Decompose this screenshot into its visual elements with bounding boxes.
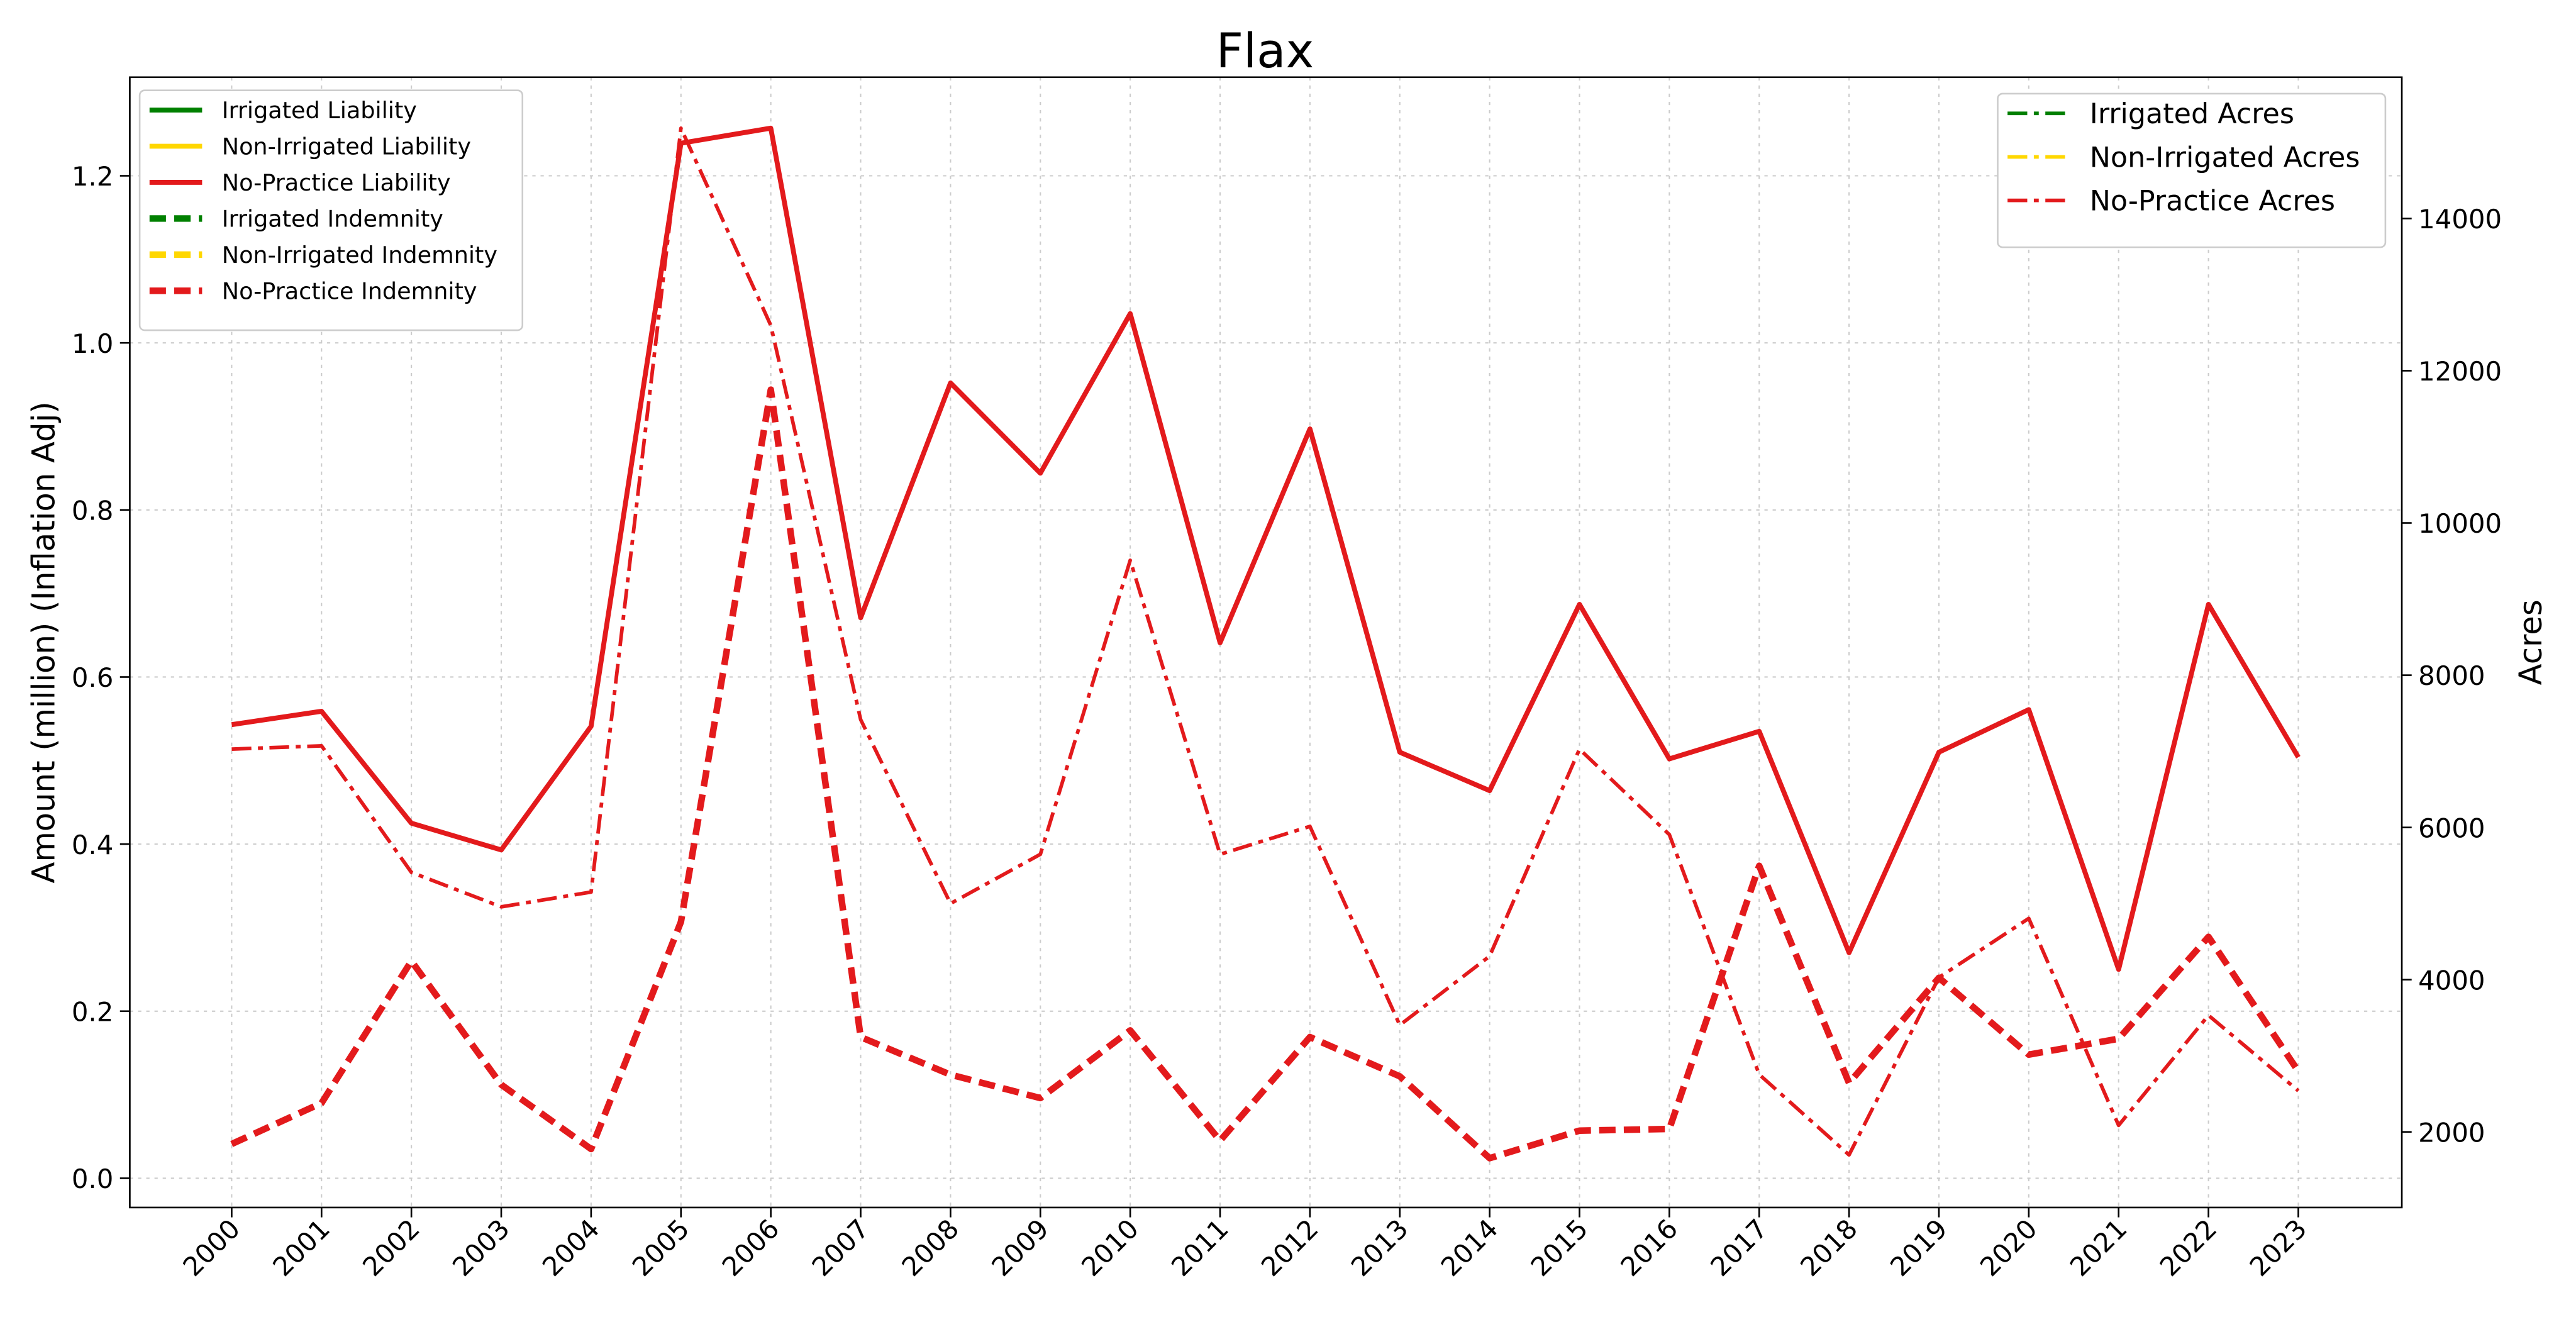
legend-label: Non-Irrigated Acres — [2090, 142, 2360, 174]
x-tick-label: 2013 — [1345, 1213, 1414, 1282]
x-tick-label: 2017 — [1704, 1213, 1774, 1282]
y-tick-label: 1.2 — [72, 161, 113, 192]
x-tick-label: 2009 — [985, 1213, 1055, 1282]
y-tick-label: 0.0 — [72, 1164, 113, 1194]
legend-label: Irrigated Acres — [2090, 98, 2294, 130]
legend-label: Non-Irrigated Indemnity — [222, 242, 497, 269]
legend-box — [1997, 92, 2387, 248]
legend-label: Non-Irrigated Liability — [222, 133, 471, 160]
y2-axis-label: Acres — [2512, 599, 2549, 685]
x-tick-label: 2007 — [806, 1213, 875, 1282]
x-tick-label: 2011 — [1165, 1213, 1235, 1282]
x-tick-label: 2022 — [2154, 1213, 2223, 1282]
legend-box — [138, 89, 524, 331]
legend-label: No-Practice Indemnity — [222, 278, 477, 305]
y2-tick-label: 2000 — [2418, 1117, 2485, 1148]
legend-label: Irrigated Liability — [222, 97, 417, 124]
x-tick-label: 2000 — [177, 1213, 246, 1282]
x-tick-label: 2019 — [1884, 1213, 1953, 1282]
y2-tick-label: 10000 — [2418, 508, 2502, 539]
x-tick-label: 2014 — [1435, 1213, 1504, 1282]
x-tick-label: 2003 — [447, 1213, 516, 1282]
x-tick-label: 2004 — [536, 1213, 606, 1282]
x-tick-label: 2021 — [2064, 1213, 2133, 1282]
x-tick-label: 2008 — [896, 1213, 965, 1282]
y-tick-label: 1.0 — [72, 328, 113, 359]
y2-tick-label: 6000 — [2418, 813, 2485, 843]
y2-tick-label: 14000 — [2418, 204, 2502, 235]
y2-tick-label: 12000 — [2418, 356, 2502, 387]
x-tick-label: 2015 — [1524, 1213, 1594, 1282]
x-tick-label: 2006 — [716, 1213, 786, 1282]
x-tick-label: 2001 — [267, 1213, 336, 1282]
x-tick-label: 2020 — [1974, 1213, 2043, 1282]
legend-label: Irrigated Indemnity — [222, 206, 443, 233]
x-tick-label: 2002 — [357, 1213, 426, 1282]
x-tick-label: 2018 — [1794, 1213, 1863, 1282]
series-line — [230, 386, 2301, 1162]
x-tick-label: 2023 — [2243, 1213, 2312, 1282]
x-tick-label: 2005 — [626, 1213, 696, 1282]
y2-tick-label: 4000 — [2418, 965, 2485, 996]
y-tick-label: 0.4 — [72, 830, 113, 860]
y-tick-label: 0.8 — [72, 495, 113, 526]
chart-title: Flax — [1216, 23, 1314, 79]
legend-label: No-Practice Acres — [2090, 186, 2335, 218]
series-line — [231, 126, 2300, 1157]
y2-tick-label: 8000 — [2418, 660, 2485, 691]
series-line — [231, 125, 2301, 972]
x-tick-label: 2010 — [1075, 1213, 1145, 1282]
y-axis-label: Amount (million) (Inflation Adj) — [25, 401, 62, 883]
y-tick-label: 0.2 — [72, 996, 113, 1027]
y-tick-label: 0.6 — [72, 662, 113, 693]
x-tick-label: 2016 — [1614, 1213, 1684, 1282]
legend-label: No-Practice Liability — [222, 169, 451, 196]
plot-frame — [129, 76, 2403, 1209]
x-tick-label: 2012 — [1255, 1213, 1324, 1282]
